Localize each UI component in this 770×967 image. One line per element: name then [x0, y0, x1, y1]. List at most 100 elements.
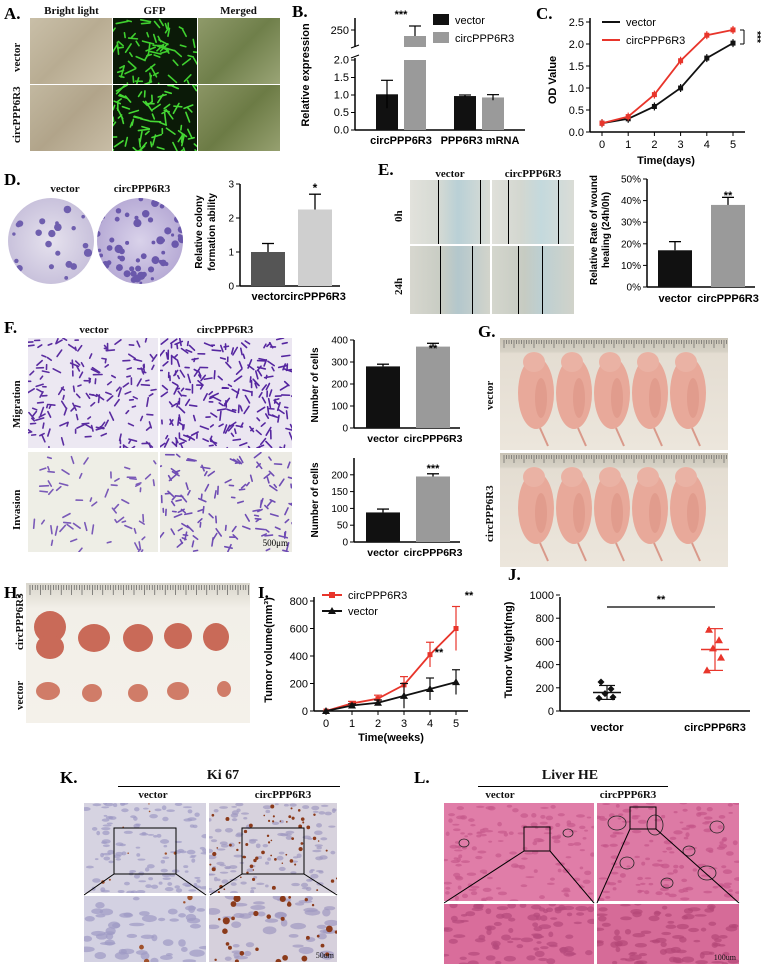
chart-e-sig: **: [724, 190, 733, 202]
J-point-0-4: [595, 694, 603, 702]
J-ytick-label: 600: [536, 636, 554, 648]
panel-l-title: Liver HE: [541, 768, 599, 783]
E-ytick-label: 20%: [621, 239, 641, 250]
tumor-photo: [26, 583, 250, 723]
C-point-1-1: [625, 114, 631, 120]
J-point-1-0: [705, 625, 713, 633]
B-ytick-label: 0.5: [334, 107, 349, 119]
B-bar-1-1: [482, 97, 504, 130]
J-point-0-3: [609, 693, 617, 701]
J-ytick-label: 400: [536, 660, 554, 672]
tumor-circ-1: [36, 635, 64, 659]
E-ytick-label: 50%: [621, 175, 641, 186]
B-ytick-label: 2.0: [334, 55, 349, 67]
panel-label-g: G.: [478, 322, 496, 341]
col-label-merged: Merged: [220, 5, 257, 17]
chart-i-sig-0: **: [435, 647, 444, 659]
I-ytick-label: 400: [290, 651, 308, 663]
I-line-1: [325, 681, 457, 712]
col-label-l-vector: vector: [485, 789, 515, 801]
col-label-bright: Bright light: [44, 5, 99, 17]
row-label-g-circ: circPPP6R3: [484, 485, 496, 542]
D-bar-0: [251, 252, 285, 286]
tumor-vector-4: [217, 681, 231, 697]
colony-plate-vector: [8, 198, 94, 284]
invasion-image-vector: [28, 452, 158, 552]
col-label-k-circ: circPPP6R3: [254, 789, 312, 801]
chart-f1-sig: **: [429, 343, 438, 355]
C-line-1: [601, 29, 734, 125]
wound-image-circ-24h: [492, 246, 574, 314]
I-xtick-label: 0: [323, 718, 329, 730]
chart-e: Relative Rate of wound healing (24h/0h) …: [589, 175, 759, 306]
J-point-1-1: [715, 636, 723, 644]
F2-bar-1: [416, 476, 450, 542]
chart-b-cat-0: circPPP6R3: [370, 135, 432, 147]
svg-text:Tumor Weight(mg): Tumor Weight(mg): [503, 601, 515, 698]
col-label-k-vector: vector: [138, 789, 168, 801]
row-label-circ: circPPP6R3: [11, 86, 23, 143]
tumor-vector-0: [36, 682, 60, 700]
col-label-gfp: GFP: [143, 5, 166, 17]
legend-i-label-0: circPPP6R3: [348, 590, 407, 602]
B-bar-lower-1-0: [404, 60, 426, 130]
panel-label-j: J.: [508, 565, 521, 584]
I-ytick-label: 200: [290, 679, 308, 691]
ki67-high-circ: 50um: [209, 896, 337, 962]
I-xtick-label: 5: [453, 718, 459, 730]
I-xtick-label: 1: [349, 718, 355, 730]
chart-b: Relative expression 0.0 0.5 1.0 1.5 2.0 250 c…: [300, 9, 525, 147]
merged-image-circ: [198, 85, 280, 151]
I-point-1-2: [374, 698, 382, 706]
liver-low-vector: [444, 803, 594, 901]
F1-ytick-label: 200: [331, 380, 348, 391]
E-bar-1: [711, 204, 745, 287]
tumor-vector-1: [82, 684, 102, 702]
legend-b-swatch-0: [433, 14, 449, 25]
C-xtick-label: 2: [651, 139, 657, 151]
I-point-1-0: [322, 707, 330, 714]
migration-image-circ: [160, 338, 292, 448]
C-xtick-label: 0: [599, 139, 605, 151]
panel-label-e: E.: [378, 160, 394, 179]
tumor-circ-2: [78, 624, 110, 652]
chart-f-invasion: Number of cells 0 50 100 150 200 vector circ…: [310, 458, 463, 559]
I-xtick-label: 3: [401, 718, 407, 730]
I-xtick-label: 4: [427, 718, 433, 730]
svg-text:vector: vector: [658, 293, 692, 305]
panel-label-c: C.: [536, 4, 553, 23]
C-xtick-label: 4: [704, 139, 710, 151]
chart-j-sig: **: [657, 594, 666, 606]
mice-photo-circ: [500, 453, 728, 567]
I-ytick-label: 0: [302, 706, 308, 718]
D-ytick-label: 3: [228, 180, 234, 191]
C-point-0-3: [678, 85, 684, 91]
F2-ytick-label: 0: [342, 538, 348, 549]
chart-c-sig: ***: [751, 31, 762, 43]
col-label-l-circ: circPPP6R3: [599, 789, 657, 801]
liver-zoom-lines: [444, 806, 740, 904]
legend-c-label-1: circPPP6R3: [626, 35, 685, 47]
I-ytick-label: 800: [290, 596, 308, 608]
J-point-0-1: [607, 685, 615, 693]
I-point-1-5: [452, 678, 460, 686]
plate-label-circ: circPPP6R3: [113, 183, 171, 195]
E-ytick-label: 30%: [621, 218, 641, 229]
ki67-low-circ: [209, 803, 337, 893]
C-ytick-label: 1.0: [569, 83, 584, 95]
svg-text:Tumor volume(mm³): Tumor volume(mm³): [263, 597, 275, 703]
C-point-0-4: [704, 55, 710, 61]
svg-text:Number of cells: Number of cells: [310, 462, 321, 537]
C-point-0-2: [651, 103, 657, 109]
D-ytick-label: 1: [228, 248, 234, 259]
panel-label-d: D.: [4, 170, 21, 189]
J-ytick-label: 200: [536, 683, 554, 695]
svg-text:vector: vector: [367, 547, 399, 559]
E-ytick-label: 40%: [621, 196, 641, 207]
B-ytick-label: 0.0: [334, 125, 349, 137]
migration-image-vector: [28, 338, 158, 448]
wound-image-vector-24h: [410, 246, 490, 314]
chart-i-sig-1: **: [465, 590, 474, 602]
svg-text:circPPP6R3: circPPP6R3: [284, 291, 346, 303]
I-ytick-label: 600: [290, 624, 308, 636]
